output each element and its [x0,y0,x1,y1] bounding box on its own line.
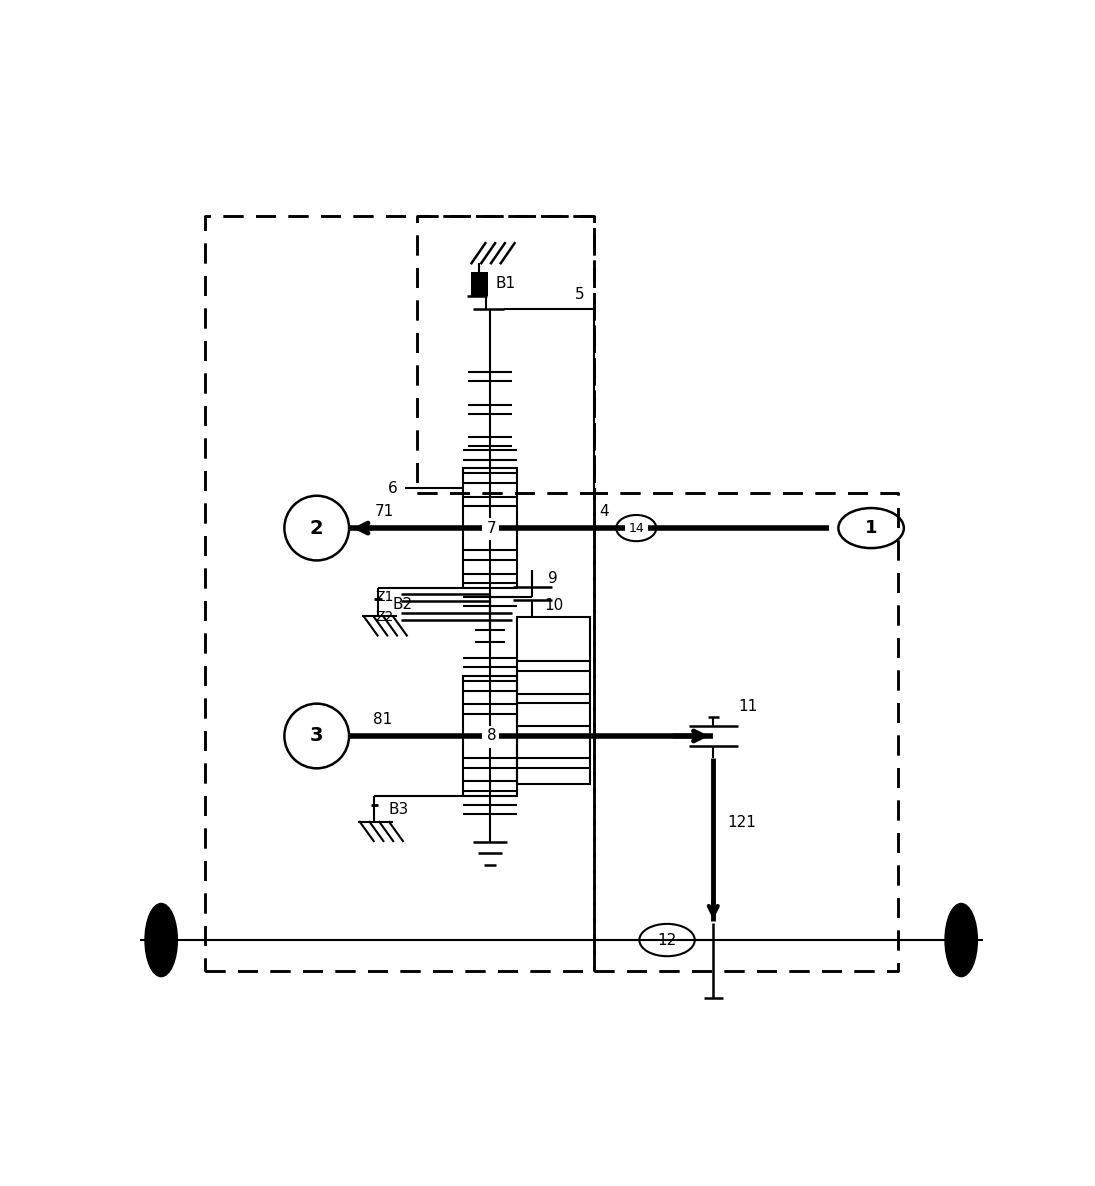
Bar [471,273,487,295]
Text: 8: 8 [486,728,496,744]
Text: 2: 2 [310,518,323,537]
Text: 9: 9 [548,570,557,586]
Bar [517,617,590,784]
Text: B2: B2 [392,598,413,612]
Text: 11: 11 [738,700,757,714]
Text: B3: B3 [389,802,408,817]
Text: 5: 5 [575,287,585,302]
Text: 71: 71 [374,504,394,518]
Bar [482,518,499,540]
Text: 4: 4 [599,504,609,518]
Text: B1: B1 [495,276,516,292]
Text: 10: 10 [544,598,564,613]
Text: 81: 81 [372,712,392,727]
Text: Z2: Z2 [376,610,394,624]
Text: 14: 14 [629,522,644,535]
Text: 121: 121 [727,815,756,830]
Text: 12: 12 [657,932,677,948]
Text: 1: 1 [865,519,877,537]
Ellipse shape [145,904,177,976]
Text: 7: 7 [486,521,496,536]
Bar [625,518,648,537]
Text: 6: 6 [388,480,397,496]
Bar [463,468,517,588]
Text: 3: 3 [310,727,323,746]
Ellipse shape [945,904,978,976]
Bar [463,676,517,796]
Text: Z1: Z1 [376,591,394,605]
Bar [482,726,499,747]
